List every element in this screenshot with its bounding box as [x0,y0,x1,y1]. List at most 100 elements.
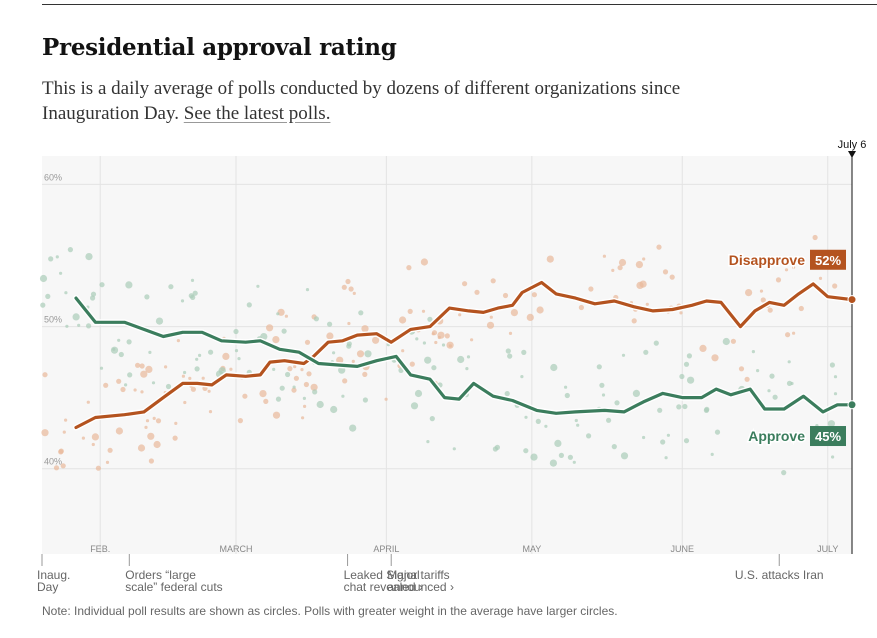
chart-note: Note: Individual poll results are shown … [42,604,618,618]
poll-circle [549,459,558,467]
poll-circle [316,400,324,409]
poll-circle [362,397,368,403]
poll-circle [827,420,836,428]
poll-circle [431,365,437,371]
poll-circle [356,350,365,358]
poll-circle [55,255,59,259]
poll-circle [434,340,438,345]
page-subtitle: This is a daily average of polls conduct… [42,76,682,126]
poll-circle [120,386,126,393]
poll-circle [812,234,818,241]
poll-circle [653,340,659,346]
month-tick-label: JULY [817,544,838,554]
poll-circle [172,435,178,441]
poll-circle [347,321,351,326]
poll-circle [620,452,629,460]
poll-circle [415,337,419,341]
poll-circle [422,341,426,345]
poll-circle [40,302,46,308]
poll-circle [48,256,54,262]
poll-circle [490,278,496,284]
poll-circle [99,282,105,288]
poll-circle [457,355,465,364]
poll-circle [59,271,63,275]
poll-circle [90,291,97,297]
poll-circle [722,337,730,346]
month-tick-label: FEB. [90,544,110,554]
poll-circle [781,470,787,476]
annotation-label: Inaug. [37,568,70,582]
poll-circle [107,447,113,453]
subtitle-text: This is a daily average of polls conduct… [42,78,681,124]
poll-circle [759,289,764,293]
poll-circle [291,387,297,393]
poll-circle [710,452,714,456]
series-line-disapprove [74,280,854,430]
poll-circle [140,370,148,378]
poll-circle [341,394,345,398]
annotation-label: chat revealed › [344,580,423,594]
poll-dots [39,234,841,476]
poll-circle [287,366,293,372]
poll-circle [364,350,372,358]
latest-polls-link[interactable]: See the latest polls. [183,103,331,124]
poll-circle [305,288,310,292]
poll-circle [155,418,162,424]
poll-circle [272,336,280,344]
poll-circle [664,456,668,460]
series-endpoint-disapprove [847,295,857,305]
poll-circle [602,254,607,258]
poll-circle [679,373,685,380]
poll-circle [345,278,351,285]
poll-circle [505,348,511,354]
poll-circle [181,374,185,378]
poll-circle [544,424,548,428]
poll-circle [164,365,168,369]
poll-circle [424,356,432,364]
y-tick-label: 60% [44,172,62,182]
poll-circle [458,313,462,317]
poll-circle [645,302,649,306]
poll-circle [91,433,99,441]
poll-circle [198,353,202,357]
poll-circle [302,396,306,400]
poll-circle [429,416,435,422]
poll-circle [153,440,161,449]
poll-circle [785,332,791,338]
poll-circle [313,316,319,322]
poll-circle [148,458,154,464]
poll-circle [155,317,164,325]
poll-circle [188,376,192,380]
poll-circle [414,389,423,398]
poll-circle [683,438,690,444]
poll-circle [133,388,137,392]
poll-circle [285,371,291,378]
annotation-label: Day [37,580,58,594]
poll-circle [145,365,153,373]
poll-circle [760,297,766,303]
poll-circle [470,338,474,342]
poll-circle [535,418,541,424]
poll-circle [444,333,450,339]
poll-circle [744,376,750,382]
poll-circle [657,407,663,413]
poll-circle [642,435,646,440]
poll-circle [183,400,187,405]
poll-circle [148,350,152,354]
poll-circle [772,394,778,400]
annotation-label: scale” federal cuts [125,580,222,594]
poll-circle [151,381,156,385]
poll-circle [117,338,121,342]
poll-circle [669,274,675,280]
value-badge-text-disapprove: 52% [815,253,841,268]
poll-circle [699,344,707,352]
poll-circle [233,328,239,335]
poll-circle [361,325,369,333]
poll-circle [466,355,471,359]
poll-circle [180,299,185,303]
poll-circle [58,449,64,455]
poll-circle [520,375,524,379]
poll-circle [833,375,838,379]
annotation-label: Leaked Signal [344,568,420,582]
poll-circle [165,383,172,390]
